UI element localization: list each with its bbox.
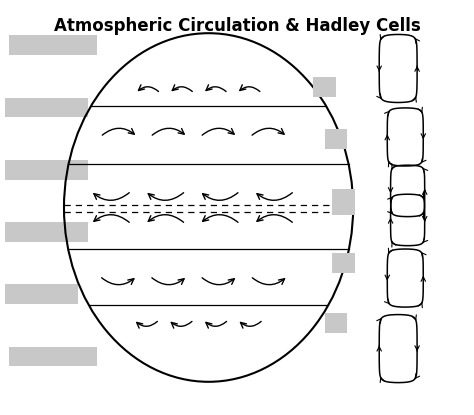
Bar [5, 222, 88, 242]
Bar [9, 35, 97, 55]
Bar [332, 189, 355, 209]
Bar [332, 253, 355, 273]
Bar [313, 77, 336, 97]
Bar [5, 160, 88, 180]
Bar [5, 284, 78, 304]
Text: Atmospheric Circulation & Hadley Cells: Atmospheric Circulation & Hadley Cells [54, 17, 420, 34]
Bar [5, 98, 88, 117]
Bar [325, 313, 347, 333]
Bar [9, 347, 97, 366]
Bar [332, 195, 355, 215]
Bar [325, 129, 347, 149]
